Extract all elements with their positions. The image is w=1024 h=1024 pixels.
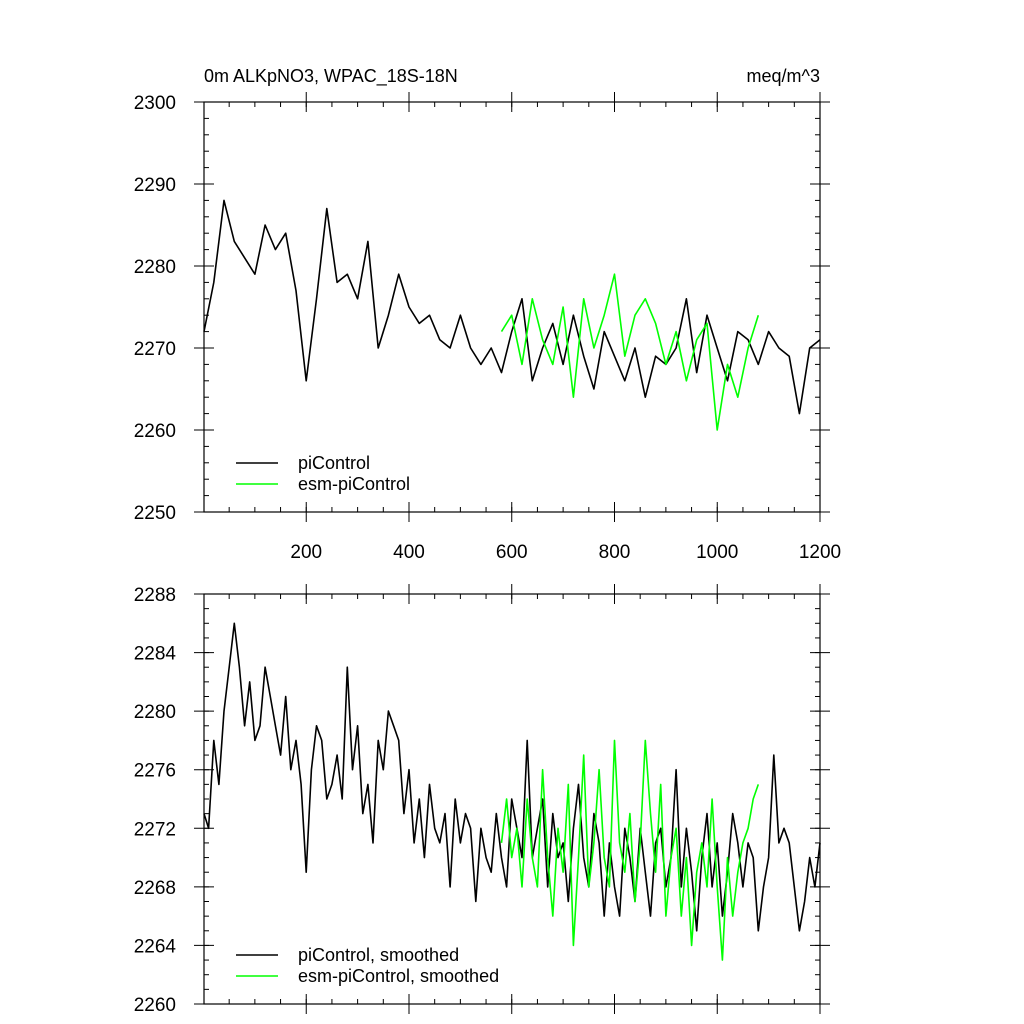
y-tick-label: 2260	[134, 995, 176, 1016]
legend-label: piControl	[298, 453, 370, 473]
y-tick-label: 2270	[134, 339, 176, 360]
bottom-axis-ticks: 2260 2264 2268 2272 2276 2280 2284 2288	[134, 584, 830, 1016]
y-tick-label: 2268	[134, 878, 176, 899]
y-tick-label: 2300	[134, 93, 176, 114]
y-tick-label: 2250	[134, 503, 176, 524]
top-chart-title: 0m ALKpNO3, WPAC_18S-18N	[204, 66, 458, 87]
legend-label: esm-piControl, smoothed	[298, 966, 499, 986]
top-axis-ticks: 2250 2260 2270 2280 2290 2300 200 400 600 800 1000…	[134, 92, 841, 563]
top-series-lines	[203, 199, 821, 431]
y-tick-label: 2290	[134, 175, 176, 196]
legend-label: esm-piControl	[298, 474, 410, 494]
series-line-picontrol-smoothed	[203, 622, 821, 932]
bottom-series-lines	[203, 622, 821, 961]
series-line-picontrol	[203, 199, 821, 415]
top-chart-units: meq/m^3	[747, 66, 820, 86]
x-tick-label: 200	[290, 542, 322, 563]
top-plot-frame	[203, 101, 821, 513]
series-line-esm-picontrol-smoothed	[500, 739, 760, 961]
y-tick-label: 2280	[134, 257, 176, 278]
x-tick-label: 1200	[799, 542, 841, 563]
y-tick-label: 2260	[134, 421, 176, 442]
x-tick-label: 800	[599, 542, 631, 563]
bottom-panel: 2260 2264 2268 2272 2276 2280 2284 2288 piContr…	[134, 584, 830, 1016]
top-panel: 0m ALKpNO3, WPAC_18S-18N meq/m^3 2250 226…	[134, 66, 841, 563]
series-line-esm-picontrol	[500, 273, 760, 431]
x-tick-label: 600	[496, 542, 528, 563]
y-tick-label: 2276	[134, 761, 176, 782]
y-tick-label: 2280	[134, 702, 176, 723]
x-tick-label: 400	[393, 542, 425, 563]
y-tick-label: 2264	[134, 936, 177, 957]
legend-label: piControl, smoothed	[298, 945, 459, 965]
y-tick-label: 2284	[134, 644, 177, 665]
y-tick-label: 2272	[134, 819, 176, 840]
x-tick-label: 1000	[696, 542, 738, 563]
y-tick-label: 2288	[134, 585, 176, 606]
bottom-plot-frame	[203, 593, 821, 1005]
